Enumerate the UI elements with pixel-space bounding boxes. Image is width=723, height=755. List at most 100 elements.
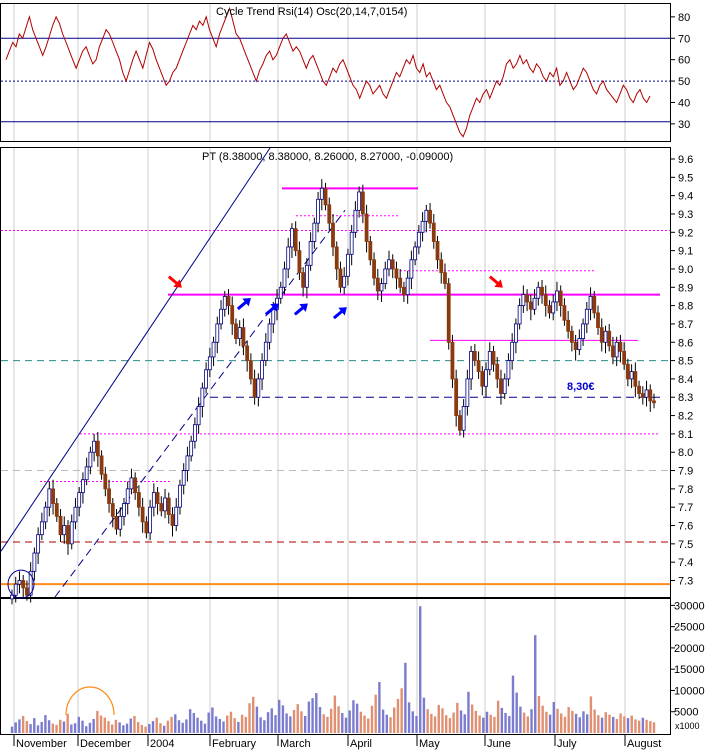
candle-body <box>342 275 347 288</box>
volume-bar <box>582 711 585 733</box>
volume-bar <box>25 721 29 733</box>
volume-bar <box>586 714 589 733</box>
candle-body <box>588 296 593 310</box>
candle-body <box>181 470 186 486</box>
candle-body <box>652 400 656 404</box>
candle-body <box>103 473 108 490</box>
candle-body <box>178 484 182 508</box>
volume-unit-label: x1000 <box>675 721 700 731</box>
volume-bar <box>29 724 32 733</box>
volume-bar <box>51 723 55 733</box>
candle-body <box>637 385 641 394</box>
volume-bar <box>478 715 481 733</box>
candle-body <box>88 451 93 468</box>
volume-bar <box>196 717 199 733</box>
blue-arrow <box>293 303 308 316</box>
volume-bar <box>393 707 396 733</box>
volume-bar <box>248 703 251 733</box>
volume-bar <box>281 705 285 733</box>
volume-bar <box>285 713 288 733</box>
candle-body <box>107 488 111 504</box>
blue-arrow-shaft <box>293 305 306 316</box>
volume-bar <box>541 705 544 733</box>
price-tick-label: 9.5 <box>678 172 693 184</box>
volume-bar <box>441 708 444 733</box>
price-tick-label: 8.5 <box>678 356 693 368</box>
volume-bar <box>608 714 611 733</box>
volume-bar <box>452 712 455 733</box>
candle-body <box>62 525 67 536</box>
volume-bar <box>389 717 392 733</box>
candle-body <box>398 277 403 288</box>
volume-bar <box>515 692 518 733</box>
price-tick-label: 8.8 <box>678 301 693 313</box>
blue-arrow <box>332 307 347 320</box>
price-tick-label: 8.6 <box>678 337 693 349</box>
candle-body <box>491 351 496 365</box>
candle-body <box>562 305 567 321</box>
candle-body <box>252 378 257 398</box>
candle-body <box>17 580 22 585</box>
candle-body <box>77 492 82 508</box>
candle-body <box>21 580 26 589</box>
volume-bar <box>177 720 181 733</box>
volume-bar <box>615 718 619 733</box>
price-tick-label: 9.3 <box>678 209 693 221</box>
volume-bar <box>482 717 485 733</box>
volume-bar <box>270 708 273 733</box>
candle-body <box>301 272 306 288</box>
volume-bar <box>66 713 69 733</box>
volume-bar <box>240 714 244 733</box>
volume-bar <box>619 713 622 733</box>
volume-bar <box>511 675 515 733</box>
volume-bar <box>593 709 596 733</box>
volume-bar <box>496 700 500 733</box>
candle-body <box>51 488 55 504</box>
candle-body <box>316 198 320 224</box>
volume-bar <box>155 717 158 733</box>
candle-body <box>282 268 287 288</box>
volume-bar <box>519 706 522 733</box>
candle-body <box>360 191 365 215</box>
volume-bar <box>289 716 292 733</box>
volume-bar <box>448 718 452 733</box>
candle-body <box>95 440 100 457</box>
candle-body <box>536 286 541 299</box>
candle-body <box>629 371 634 380</box>
candle-body <box>151 492 156 508</box>
candle-body <box>611 345 615 358</box>
volume-bar <box>329 708 333 733</box>
volume-bar <box>485 711 489 733</box>
candle-body <box>170 514 175 526</box>
candle-body <box>129 477 134 490</box>
volume-bar <box>292 710 296 733</box>
candle-body <box>495 363 500 380</box>
candle-body <box>207 356 212 371</box>
volume-tick-label: 10000 <box>674 685 705 697</box>
candle-body <box>256 378 261 398</box>
candle-body <box>458 415 462 431</box>
candle-body <box>648 389 653 402</box>
candle-body <box>118 515 123 530</box>
volume-bar <box>77 716 80 733</box>
channel-lower-line <box>54 210 346 598</box>
candle-body <box>603 330 608 343</box>
volume-bar <box>185 719 188 733</box>
candle-body <box>148 506 153 534</box>
candle-body <box>416 231 421 248</box>
candle-body <box>43 506 48 523</box>
volume-bar <box>255 706 259 733</box>
x-tick-label: May <box>419 738 440 750</box>
candle-body <box>200 387 205 407</box>
candle-body <box>204 369 208 389</box>
volume-bar <box>188 709 192 733</box>
price-tick-label: 8.4 <box>678 374 693 386</box>
blue-arrow-shaft <box>264 305 277 316</box>
candle-body <box>443 272 447 285</box>
volume-bar <box>118 722 121 733</box>
volume-bar <box>237 721 240 733</box>
candle-body <box>528 301 533 310</box>
price-tick-label: 9.2 <box>678 227 693 239</box>
volume-bar <box>600 717 604 733</box>
blue-arrow <box>236 297 251 311</box>
